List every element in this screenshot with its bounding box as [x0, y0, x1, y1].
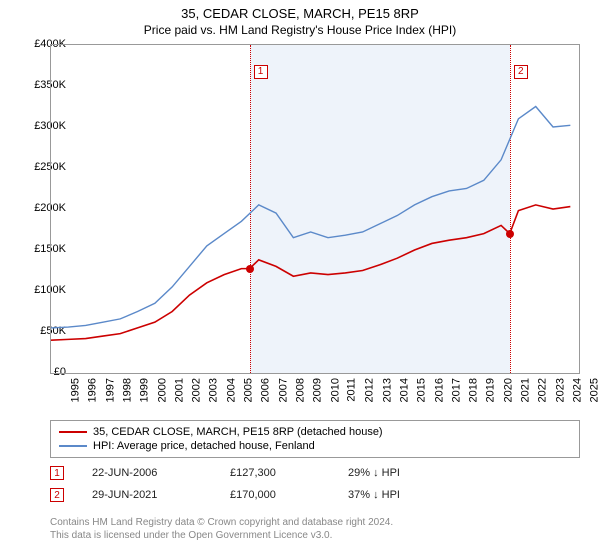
event-date: 22-JUN-2006: [92, 467, 202, 479]
event-delta: 37% ↓ HPI: [348, 489, 400, 501]
chart-subtitle: Price paid vs. HM Land Registry's House …: [0, 21, 600, 41]
x-tick-label: 2015: [416, 378, 428, 402]
x-tick-label: 2024: [572, 378, 584, 402]
event-delta: 29% ↓ HPI: [348, 467, 400, 479]
event-price: £127,300: [230, 467, 320, 479]
event-date: 29-JUN-2021: [92, 489, 202, 501]
event-number-icon: 2: [50, 488, 64, 502]
x-tick-label: 2013: [381, 378, 393, 402]
x-tick-label: 2002: [191, 378, 203, 402]
event-row: 2 29-JUN-2021 £170,000 37% ↓ HPI: [50, 484, 400, 506]
x-tick-label: 1997: [104, 378, 116, 402]
legend-item: 35, CEDAR CLOSE, MARCH, PE15 8RP (detach…: [59, 425, 571, 439]
x-tick-label: 2008: [295, 378, 307, 402]
footer-line-1: Contains HM Land Registry data © Crown c…: [50, 516, 393, 529]
x-tick-label: 2025: [589, 378, 600, 402]
x-tick-label: 2011: [346, 378, 358, 402]
series-hpi: [51, 107, 570, 328]
x-tick-label: 2018: [468, 378, 480, 402]
line-chart-svg: [51, 45, 579, 373]
x-tick-label: 2009: [312, 378, 324, 402]
x-tick-label: 1996: [87, 378, 99, 402]
x-tick-label: 2016: [433, 378, 445, 402]
legend-item: HPI: Average price, detached house, Fenl…: [59, 439, 571, 453]
series-property_price: [51, 205, 570, 340]
event-table: 1 22-JUN-2006 £127,300 29% ↓ HPI 2 29-JUN-202…: [50, 462, 400, 506]
legend-box: 35, CEDAR CLOSE, MARCH, PE15 8RP (detach…: [50, 420, 580, 458]
legend-label: 35, CEDAR CLOSE, MARCH, PE15 8RP (detach…: [93, 426, 383, 438]
data-point-marker: [506, 230, 514, 238]
event-number-icon: 1: [50, 466, 64, 480]
x-tick-label: 2007: [277, 378, 289, 402]
x-tick-label: 2001: [173, 378, 185, 402]
x-tick-label: 2012: [364, 378, 376, 402]
x-tick-label: 2010: [329, 378, 341, 402]
x-tick-label: 2020: [502, 378, 514, 402]
x-tick-label: 2023: [554, 378, 566, 402]
plot-area: 12: [50, 44, 580, 374]
x-tick-label: 2021: [520, 378, 532, 402]
footer-attribution: Contains HM Land Registry data © Crown c…: [50, 516, 393, 542]
x-tick-label: 2022: [537, 378, 549, 402]
event-price: £170,000: [230, 489, 320, 501]
x-tick-label: 2019: [485, 378, 497, 402]
chart-title: 35, CEDAR CLOSE, MARCH, PE15 8RP: [0, 0, 600, 21]
event-row: 1 22-JUN-2006 £127,300 29% ↓ HPI: [50, 462, 400, 484]
x-tick-label: 2003: [208, 378, 220, 402]
legend-label: HPI: Average price, detached house, Fenl…: [93, 440, 315, 452]
x-tick-label: 2014: [398, 378, 410, 402]
x-tick-label: 2017: [450, 378, 462, 402]
legend-swatch: [59, 445, 87, 447]
chart-container: 35, CEDAR CLOSE, MARCH, PE15 8RP Price p…: [0, 0, 600, 560]
footer-line-2: This data is licensed under the Open Gov…: [50, 529, 393, 542]
legend-swatch: [59, 431, 87, 433]
x-tick-label: 2000: [156, 378, 168, 402]
x-tick-label: 2005: [243, 378, 255, 402]
x-tick-label: 1995: [69, 378, 81, 402]
x-tick-label: 1999: [139, 378, 151, 402]
x-tick-label: 1998: [121, 378, 133, 402]
x-tick-label: 2004: [225, 378, 237, 402]
data-point-marker: [246, 265, 254, 273]
x-tick-label: 2006: [260, 378, 272, 402]
